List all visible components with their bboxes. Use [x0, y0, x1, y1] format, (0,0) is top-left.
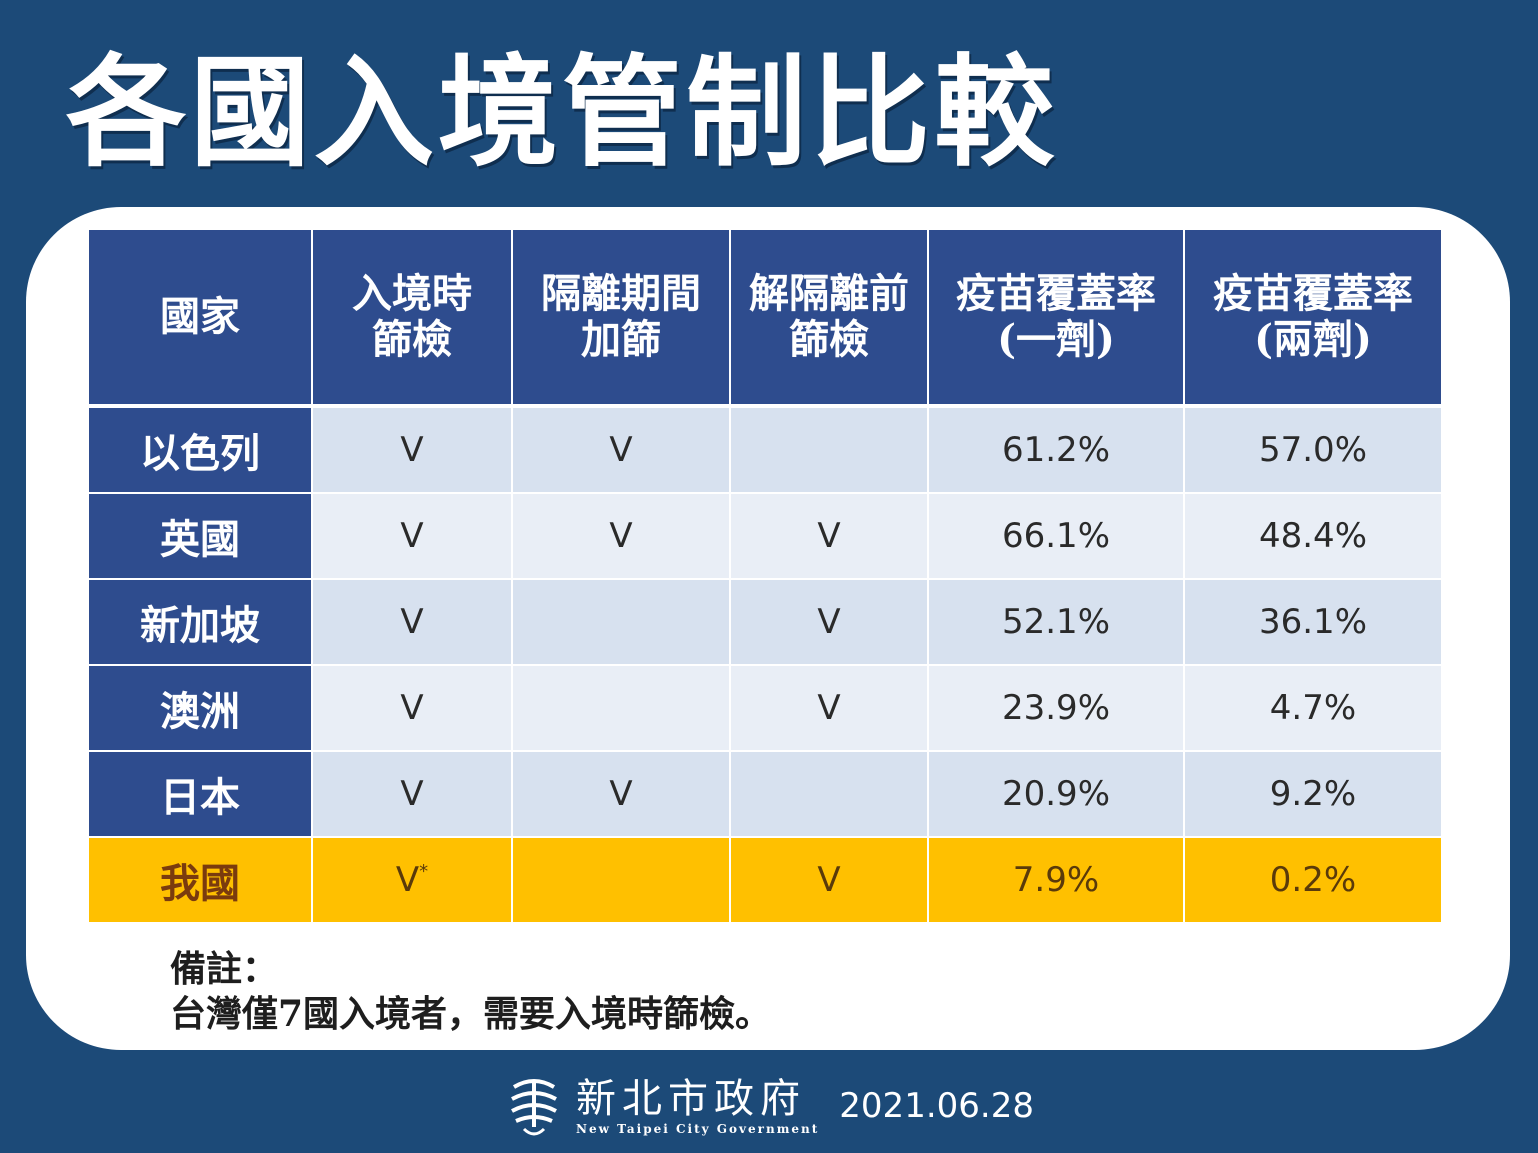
- org-name: 新北市政府 New Taipei City Government: [576, 1076, 819, 1136]
- dose1-cell: 7.9%: [929, 838, 1185, 924]
- column-header-country: 國家: [89, 230, 313, 408]
- entry-test-cell: V: [313, 494, 513, 580]
- entry-test-cell: V: [313, 666, 513, 752]
- comparison-table: 國家 入境時 篩檢 隔離期間 加篩 解隔離前 篩檢 疫苗覆蓋率 (一劑) 疫苗覆蓋率 (兩…: [89, 230, 1441, 924]
- dose1-cell: 66.1%: [929, 494, 1185, 580]
- release-test-cell: V: [731, 494, 929, 580]
- table-header-row: 國家 入境時 篩檢 隔離期間 加篩 解隔離前 篩檢 疫苗覆蓋率 (一劑) 疫苗覆蓋率 (兩…: [89, 230, 1441, 408]
- dose1-cell: 52.1%: [929, 580, 1185, 666]
- dose1-cell: 20.9%: [929, 752, 1185, 838]
- column-header-quarantine-test: 隔離期間 加篩: [513, 230, 731, 408]
- entry-test-cell: V: [313, 580, 513, 666]
- quarantine-test-cell: V: [513, 494, 731, 580]
- quarantine-test-cell: [513, 580, 731, 666]
- release-test-cell: V: [731, 666, 929, 752]
- dose2-cell: 57.0%: [1185, 408, 1441, 494]
- quarantine-test-cell: V: [513, 408, 731, 494]
- country-cell: 以色列: [89, 408, 313, 494]
- page-title: 各國入境管制比較: [66, 42, 1058, 183]
- dose2-cell: 0.2%: [1185, 838, 1441, 924]
- country-cell: 澳洲: [89, 666, 313, 752]
- entry-test-value: V: [395, 860, 420, 900]
- entry-test-cell: V: [313, 752, 513, 838]
- dose2-cell: 4.7%: [1185, 666, 1441, 752]
- dose1-cell: 61.2%: [929, 408, 1185, 494]
- quarantine-test-cell: [513, 666, 731, 752]
- table-row-highlight: 我國 V* V 7.9% 0.2%: [89, 838, 1441, 924]
- table-row: 新加坡 V V 52.1% 36.1%: [89, 580, 1441, 666]
- dose2-cell: 9.2%: [1185, 752, 1441, 838]
- table-row: 以色列 V V 61.2% 57.0%: [89, 408, 1441, 494]
- new-taipei-logo-icon: [511, 1079, 557, 1136]
- entry-test-cell: V: [313, 408, 513, 494]
- footnote-mark: *: [419, 861, 429, 882]
- org-name-zh: 新北市政府: [576, 1076, 806, 1122]
- country-cell: 日本: [89, 752, 313, 838]
- dose2-cell: 48.4%: [1185, 494, 1441, 580]
- column-header-release-test: 解隔離前 篩檢: [731, 230, 929, 408]
- dose2-cell: 36.1%: [1185, 580, 1441, 666]
- org-name-en: New Taipei City Government: [576, 1122, 820, 1136]
- release-test-cell: V: [731, 838, 929, 924]
- column-header-dose1: 疫苗覆蓋率 (一劑): [929, 230, 1185, 408]
- table-row: 澳洲 V V 23.9% 4.7%: [89, 666, 1441, 752]
- country-cell: 我國: [89, 838, 313, 924]
- quarantine-test-cell: V: [513, 752, 731, 838]
- country-cell: 英國: [89, 494, 313, 580]
- release-test-cell: V: [731, 580, 929, 666]
- table-row: 英國 V V V 66.1% 48.4%: [89, 494, 1441, 580]
- release-test-cell: [731, 408, 929, 494]
- country-cell: 新加坡: [89, 580, 313, 666]
- dose1-cell: 23.9%: [929, 666, 1185, 752]
- quarantine-test-cell: [513, 838, 731, 924]
- column-header-entry-test: 入境時 篩檢: [313, 230, 513, 408]
- note-body: 台灣僅7國入境者，需要入境時篩檢。: [170, 993, 772, 1035]
- table-row: 日本 V V 20.9% 9.2%: [89, 752, 1441, 838]
- column-header-dose2: 疫苗覆蓋率 (兩劑): [1185, 230, 1441, 408]
- publish-date: 2021.06.28: [839, 1086, 1034, 1126]
- note-title: 備註：: [170, 948, 279, 990]
- release-test-cell: [731, 752, 929, 838]
- footer: 新北市政府 New Taipei City Government 2021.06…: [506, 1068, 1034, 1144]
- entry-test-cell: V*: [313, 838, 513, 924]
